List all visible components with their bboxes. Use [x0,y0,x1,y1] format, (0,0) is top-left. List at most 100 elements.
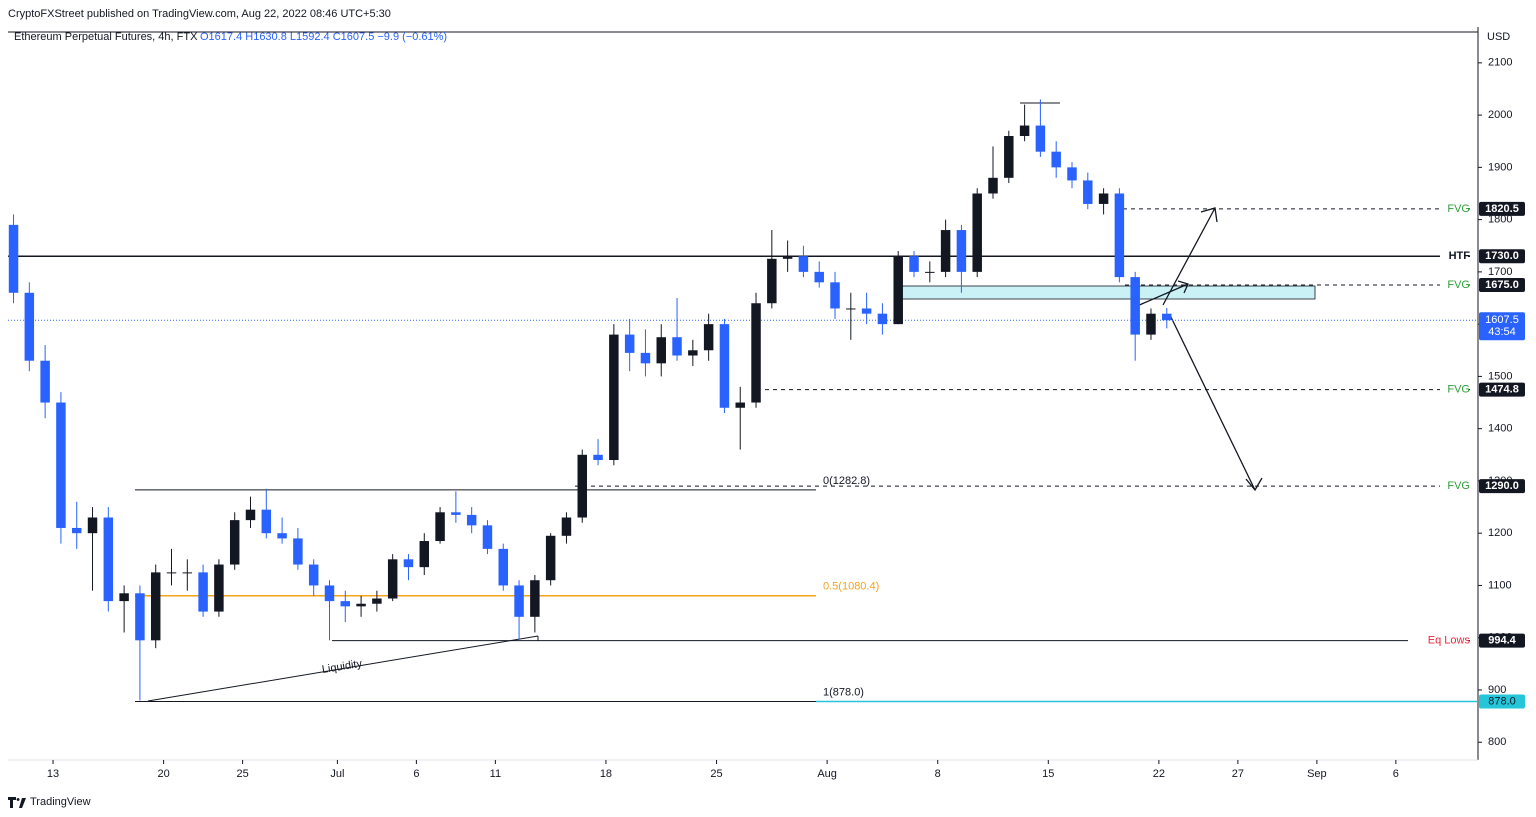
candle-body [356,603,366,607]
price-tag [1479,201,1525,216]
candle-body [1051,151,1061,168]
candle-body [293,538,303,565]
last-price-tag [1479,312,1525,341]
candle-body [861,308,872,314]
candle-body [624,334,635,353]
candle-body [1035,125,1046,152]
level-label: Eq Lows [1428,635,1471,647]
y-tick-label: 1400 [1488,423,1512,435]
candle-body [593,454,603,461]
y-tick-label: 900 [1488,684,1506,696]
x-tick-label: Sep [1307,768,1327,780]
level-label-bg [1440,381,1468,398]
arrow-down [1169,314,1263,492]
candle-body [846,308,856,310]
candle-body [767,258,777,304]
candle-body [24,292,35,361]
candle-body [466,514,477,526]
candle-body [182,572,193,574]
y-tick-label: 1100 [1488,579,1512,591]
candle-body [435,512,445,542]
footer-logo: TradingView [8,796,91,808]
arrows [1136,207,1263,492]
candle-body [214,564,224,612]
candle-body [451,512,461,515]
candle-body [135,593,145,641]
axis-unit: USD [1487,31,1510,43]
candle-body [830,282,840,309]
countdown: 43:54 [1488,326,1516,338]
candle-body [103,517,114,602]
candle-body [482,525,493,549]
candle-body [1019,125,1030,136]
candle-body [1067,167,1077,181]
candle-body [561,517,572,536]
y-tick-label: 1800 [1488,214,1512,226]
x-tick-label: 20 [157,768,169,780]
candle-body [640,352,651,364]
level-label: FVG [1447,383,1470,395]
candle-body [814,271,824,283]
level-label-bg [1440,200,1468,217]
candle-body [40,360,50,403]
x-tick-label: Aug [817,768,837,780]
candle-body [877,313,888,325]
candle-body [498,548,509,586]
candle-body [1162,313,1172,321]
last-price-label: 1607.5 [1485,314,1519,326]
liquidity-label: Liquidity [321,658,363,676]
level-label-bg [1440,276,1468,293]
header: CryptoFXStreet published on TradingView.… [8,8,391,20]
candle-body [1098,193,1109,204]
candle-body [87,517,98,534]
x-tick-label: 15 [1042,768,1054,780]
y-tick-label: 1500 [1488,370,1512,382]
candle-body [277,533,287,539]
y-tick-label: 1900 [1488,161,1512,173]
candle-body [514,585,524,617]
x-tick-label: 22 [1153,768,1165,780]
candle-body [545,535,556,581]
price-tag-label: 878.0 [1488,695,1516,707]
candle-body [261,509,272,534]
x-tick-label: 6 [413,768,419,780]
candle-body [324,585,335,602]
x-tick-label: 27 [1232,768,1244,780]
fib-label: 0(1282.8) [823,475,870,487]
x-tick-label: 8 [935,768,941,780]
footer-text: TradingView [30,796,91,808]
candle-body [751,303,761,403]
candle-body [56,402,66,528]
price-tag [1479,633,1525,648]
candle-body [1004,136,1014,178]
x-tick-label: 13 [47,768,59,780]
candle-body [8,224,19,293]
logo-mark [8,797,26,808]
level-label-bg [1408,632,1468,649]
liquidity-line [147,635,539,702]
under [8,200,1478,703]
x-tick-label: 11 [490,768,501,780]
price-tag-label: 1474.8 [1485,383,1519,395]
x-tick-label: 25 [236,768,248,780]
candle-body [782,256,793,259]
y-tick-label: 800 [1488,736,1506,748]
y-tick-label: 1200 [1488,527,1512,539]
y-tick-label: 1700 [1488,266,1512,278]
level-label: HTF [1449,250,1471,262]
price-tag-label: 1675.0 [1485,279,1519,291]
candle-body [672,337,682,356]
x-tick-label: 18 [600,768,612,780]
x-tick-label: 6 [1393,768,1399,780]
level-label: FVG [1447,480,1470,492]
price-tag-label: 1730.0 [1485,250,1519,262]
candle-body [530,580,540,617]
candle-body [798,256,809,272]
candle-body [1114,193,1125,278]
candle-body [245,509,256,521]
candle-body [71,527,82,534]
fib-label: 0.5(1080.4) [823,581,879,593]
y-tick-label: 2100 [1488,57,1512,69]
arrow-small [1136,280,1189,307]
